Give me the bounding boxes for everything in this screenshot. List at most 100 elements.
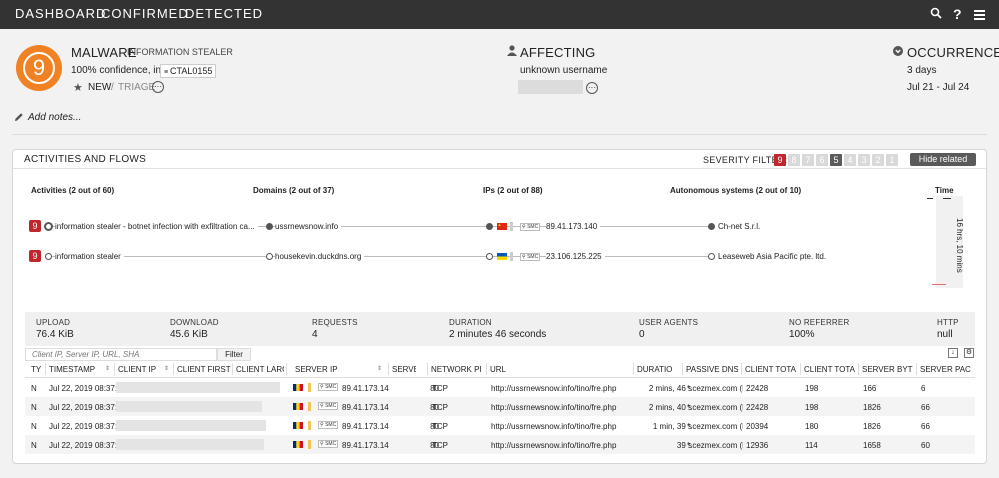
- as-header[interactable]: Autonomous systems (2 out of 10): [670, 186, 802, 195]
- table-row[interactable]: N Jul 22, 2019 08:37: ⚲ SMC 89.41.173.14…: [25, 416, 975, 435]
- smc-tag-text: SMC: [325, 384, 337, 390]
- tenant-code[interactable]: ≡ CTAL0155: [160, 64, 217, 78]
- filter-button[interactable]: Filter: [217, 348, 251, 361]
- severity-filter-3[interactable]: 3: [858, 154, 870, 166]
- col-timestamp[interactable]: TIMESTAMP: [49, 365, 96, 374]
- table-row[interactable]: N Jul 22, 2019 08:37: ⚲ SMC 89.41.173.14…: [25, 378, 975, 397]
- activity-node-1[interactable]: [44, 222, 53, 231]
- tab-dashboard[interactable]: DASHBOARD: [15, 6, 107, 21]
- cell-passive-dns: *.cezmex.com (F: [687, 403, 743, 412]
- severity-filter-5[interactable]: 5: [830, 154, 842, 166]
- cell-server-ip[interactable]: 89.41.173.14: [342, 422, 389, 431]
- status-triage[interactable]: TRIAGE: [118, 82, 156, 93]
- col-server-packets[interactable]: SERVER PAC: [920, 365, 971, 374]
- sort-icon[interactable]: ⇕: [377, 366, 383, 372]
- help-icon[interactable]: ?: [953, 6, 962, 22]
- col-network-protocol[interactable]: NETWORK PI: [431, 365, 481, 374]
- col-client-ip[interactable]: CLIENT IP: [118, 365, 157, 374]
- ips-header[interactable]: IPs (2 out of 88): [483, 186, 543, 195]
- activity-node-2[interactable]: [45, 253, 52, 260]
- affecting-more-icon[interactable]: ···: [586, 82, 598, 94]
- tab-confirmed[interactable]: CONFIRMED: [101, 6, 189, 21]
- domain-label-1[interactable]: ussrnewsnow.info: [275, 222, 342, 231]
- activity-label-1[interactable]: information stealer - botnet infection w…: [55, 222, 258, 231]
- cell-server-ip[interactable]: 89.41.173.14: [342, 403, 389, 412]
- export-icon[interactable]: ↓: [948, 348, 958, 358]
- menu-icon[interactable]: [974, 7, 985, 23]
- col-divider: [173, 363, 174, 375]
- col-server-port[interactable]: SERVE: [392, 365, 416, 374]
- activity-label-2[interactable]: information stealer: [55, 252, 124, 261]
- col-server-bytes[interactable]: SERVER BYT: [862, 365, 913, 374]
- affecting-username: unknown username: [520, 65, 608, 76]
- sort-icon[interactable]: ⇕: [105, 366, 111, 372]
- header-divider: [12, 134, 987, 135]
- col-client-largest[interactable]: CLIENT LARG: [236, 365, 284, 374]
- more-options-icon[interactable]: ···: [152, 81, 164, 93]
- severity-filter-2[interactable]: 2: [872, 154, 884, 166]
- smc-tag: ⚲ SMC: [318, 421, 339, 429]
- cell-client-packets: 180: [805, 422, 819, 431]
- hide-related-button[interactable]: Hide related: [910, 153, 976, 166]
- ip-node-2[interactable]: [486, 253, 493, 260]
- time-track[interactable]: [936, 196, 963, 288]
- severity-filter-9[interactable]: 9: [774, 154, 786, 166]
- smc-tag-1: ⚲ SMC: [520, 223, 541, 231]
- tab-detected[interactable]: DETECTED: [185, 6, 264, 21]
- smc-tag-2: ⚲ SMC: [520, 253, 541, 261]
- domain-label-2[interactable]: housekevin.duckdns.org: [275, 252, 365, 261]
- as-node-1[interactable]: [708, 223, 715, 230]
- severity-filter-6[interactable]: 6: [816, 154, 828, 166]
- as-label-2[interactable]: Leaseweb Asia Pacific pte. ltd.: [718, 252, 827, 261]
- stat-user-agents-value: 0: [639, 329, 645, 340]
- ip-label-2[interactable]: 23.106.125.225: [546, 252, 605, 261]
- severity-filter-1[interactable]: 1: [886, 154, 898, 166]
- ip-label-1[interactable]: 89.41.173.140: [546, 222, 601, 231]
- col-type[interactable]: TY: [31, 365, 42, 374]
- cell-url[interactable]: http://ussrnewsnow.info/tino/fre.php: [491, 441, 617, 450]
- ip-node-1[interactable]: [486, 223, 493, 230]
- search-icon[interactable]: [930, 6, 942, 22]
- ip-reputation-bar: [308, 383, 311, 392]
- star-icon[interactable]: ★: [73, 82, 83, 94]
- cell-duration: 1 min, 39 s: [652, 422, 692, 431]
- col-client-total-bytes[interactable]: CLIENT TOTA: [745, 365, 796, 374]
- col-duration[interactable]: DURATIO: [637, 365, 673, 374]
- occurrence-title: OCCURRENCE: [907, 45, 999, 60]
- sort-icon[interactable]: ⇕: [164, 366, 170, 372]
- severity-filter-7[interactable]: 7: [802, 154, 814, 166]
- cell-server-ip[interactable]: 89.41.173.14: [342, 441, 389, 450]
- stat-no-referrer-value: 100%: [789, 329, 815, 340]
- add-notes-link[interactable]: Add notes...: [28, 112, 82, 123]
- table-row[interactable]: N Jul 22, 2019 08:37: ⚲ SMC 89.41.173.14…: [25, 435, 975, 454]
- flow-severity-2: 9: [29, 250, 41, 262]
- col-url[interactable]: URL: [490, 365, 507, 374]
- status-new[interactable]: NEW: [88, 82, 112, 93]
- col-client-first[interactable]: CLIENT FIRST: [177, 365, 231, 374]
- pencil-icon[interactable]: [14, 112, 24, 125]
- col-passive-dns[interactable]: PASSIVE DNS: [686, 365, 738, 374]
- domain-node-1[interactable]: [266, 223, 273, 230]
- cell-url[interactable]: http://ussrnewsnow.info/tino/fre.php: [491, 422, 617, 431]
- cell-url[interactable]: http://ussrnewsnow.info/tino/fre.php: [491, 403, 617, 412]
- col-server-ip[interactable]: SERVER IP: [295, 365, 338, 374]
- table-row[interactable]: N Jul 22, 2019 08:37: ⚲ SMC 89.41.173.14…: [25, 397, 975, 416]
- severity-badge-value: 9: [23, 52, 55, 84]
- domains-header[interactable]: Domains (2 out of 37): [253, 186, 335, 195]
- cell-url[interactable]: http://ussrnewsnow.info/tino/fre.php: [491, 384, 617, 393]
- as-label-1[interactable]: Ch-net S.r.l.: [718, 222, 761, 231]
- activities-header[interactable]: Activities (2 out of 60): [31, 186, 115, 195]
- domain-node-2[interactable]: [266, 253, 273, 260]
- table-header-divider: [25, 377, 975, 378]
- redacted-host: [518, 80, 583, 94]
- col-divider: [486, 363, 487, 375]
- cell-server-bytes: 1826: [863, 422, 881, 431]
- cell-server-ip[interactable]: 89.41.173.14: [342, 384, 389, 393]
- col-client-total-packets[interactable]: CLIENT TOTA: [804, 365, 855, 374]
- flow-filter-input[interactable]: [25, 348, 217, 361]
- severity-filter-8[interactable]: 8: [788, 154, 800, 166]
- flag-cn-icon: [497, 223, 507, 230]
- column-settings-icon[interactable]: ⚙: [964, 348, 974, 358]
- as-node-2[interactable]: [708, 253, 715, 260]
- severity-filter-4[interactable]: 4: [844, 154, 856, 166]
